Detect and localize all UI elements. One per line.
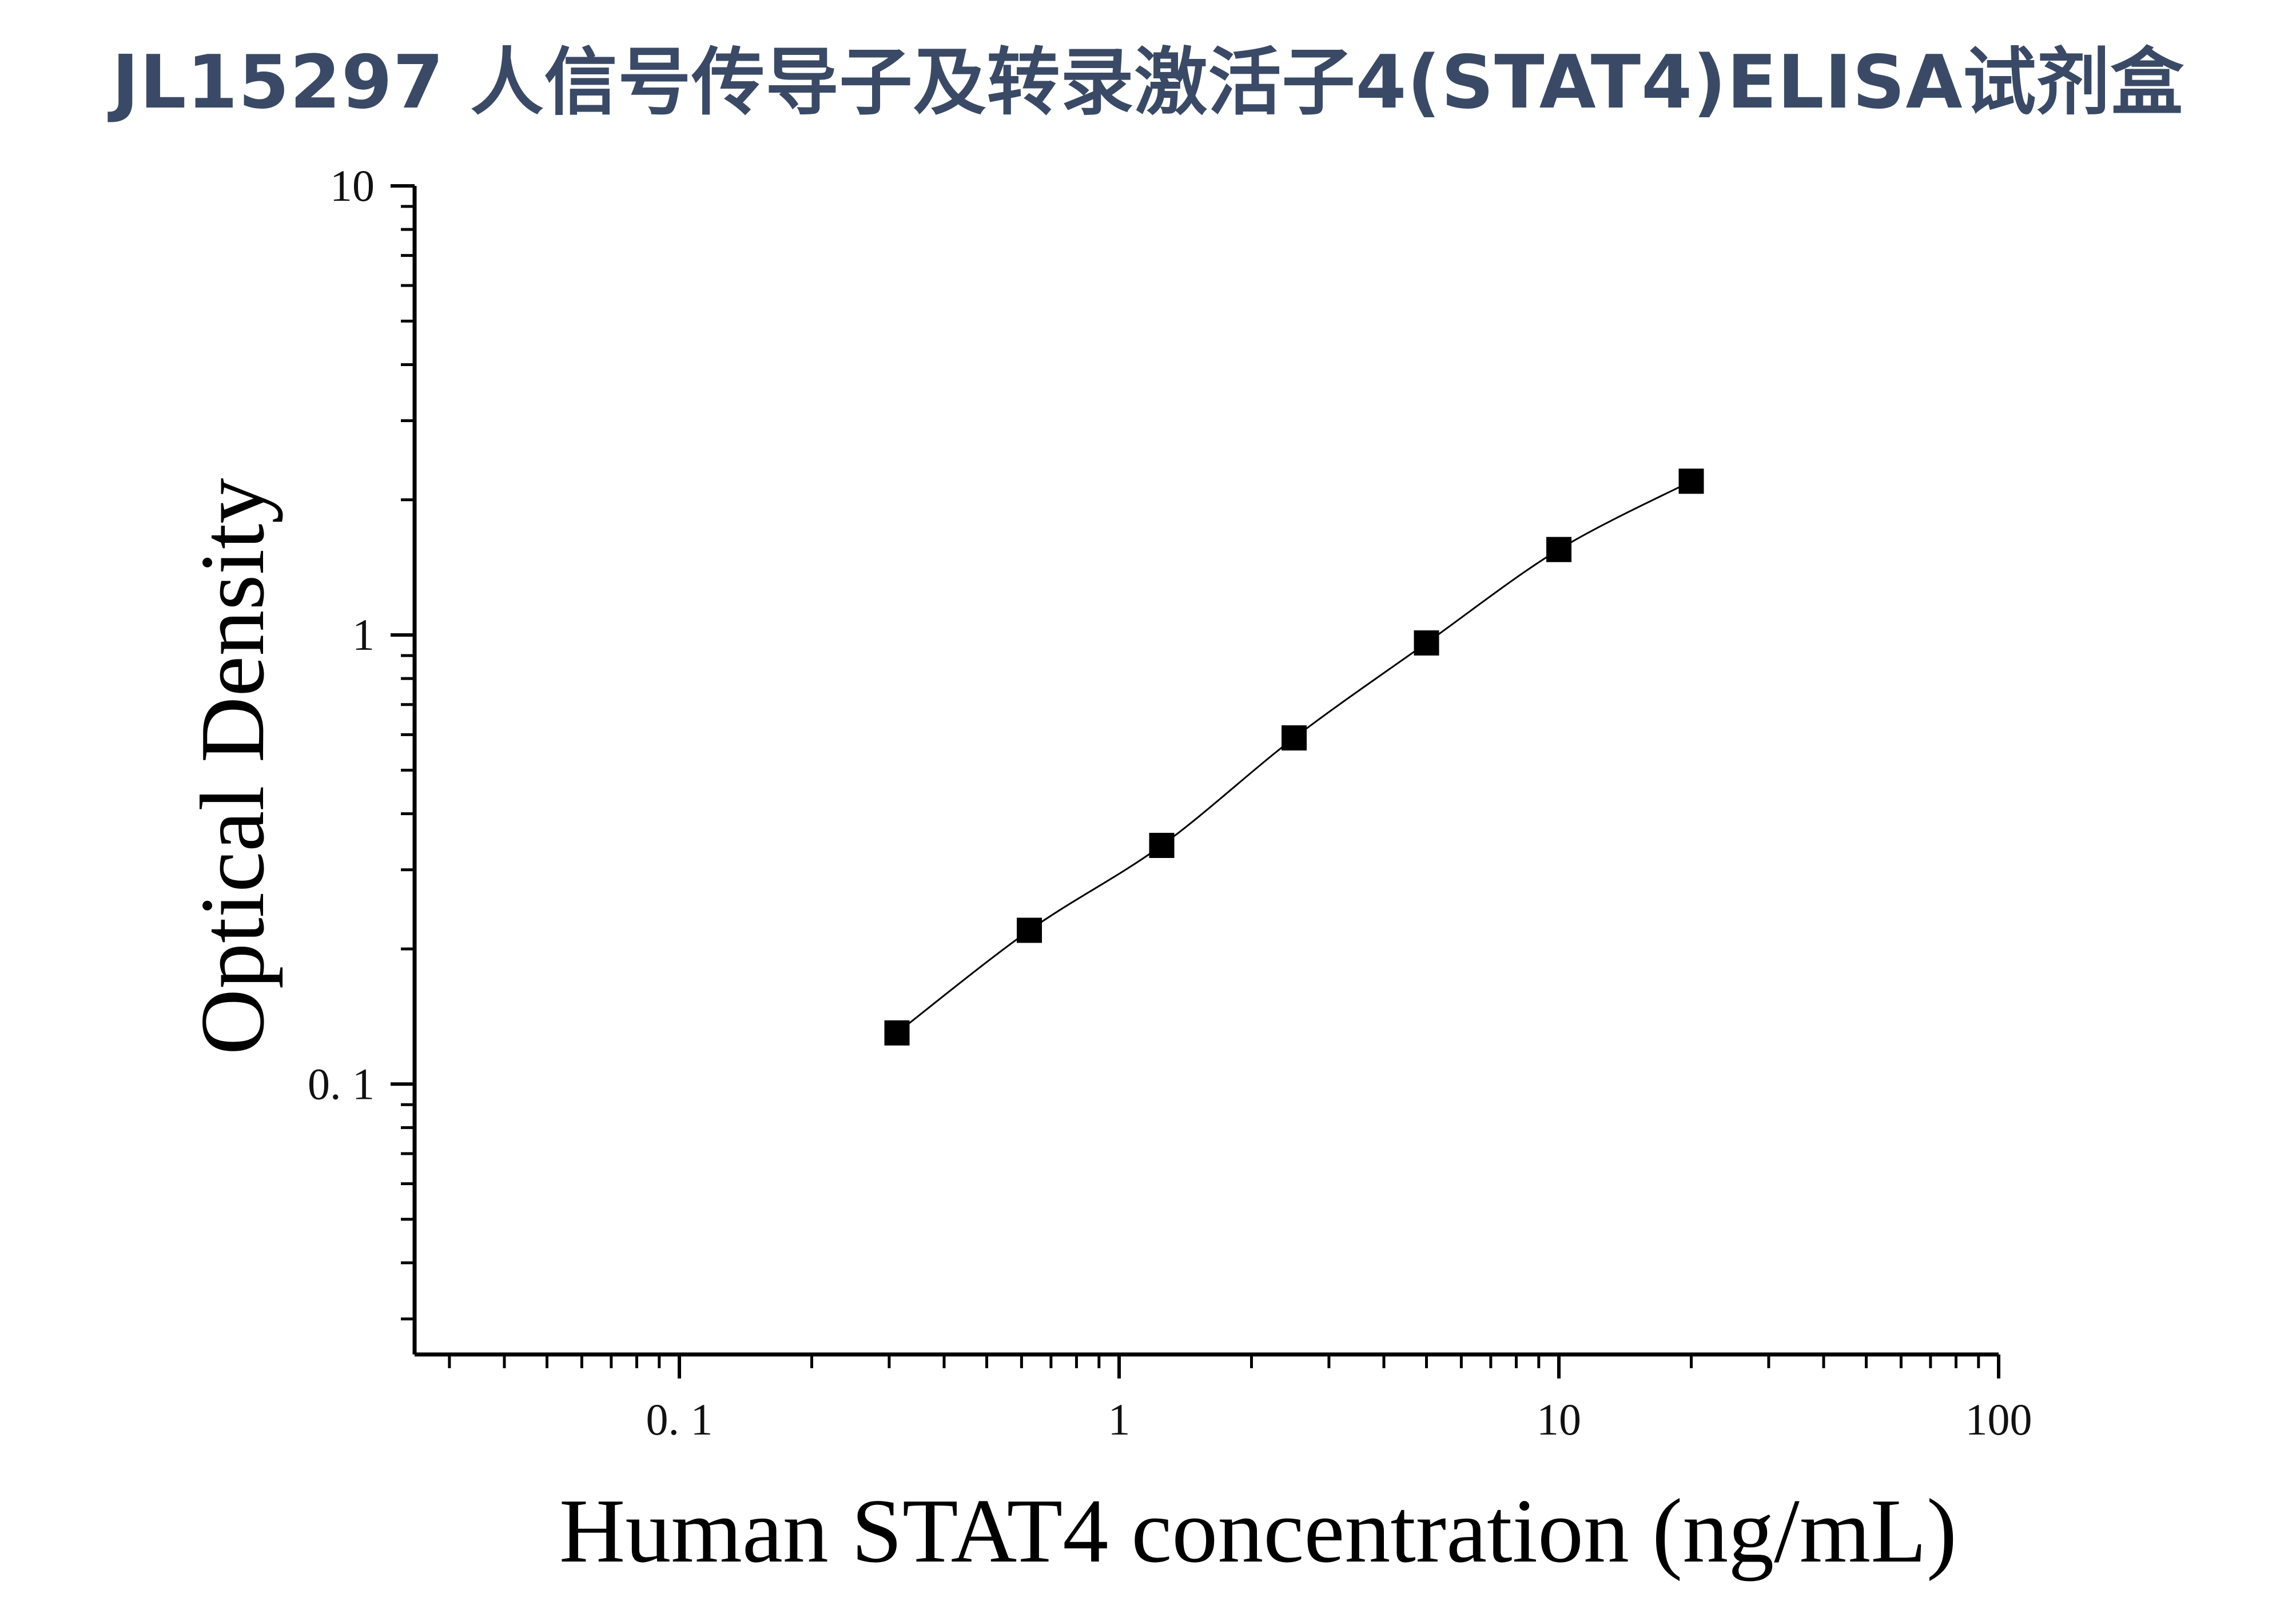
data-point-marker <box>1149 833 1175 859</box>
y-tick-label: 10 <box>330 161 375 210</box>
tick-labels: 0. 1 1 10 100 0. 1 1 10 <box>308 161 2032 1444</box>
y-tick-label: 1 <box>352 610 375 660</box>
x-axis-label: Human STAT4 concentration (ng/mL) <box>559 1480 1957 1582</box>
data-point-marker <box>1678 468 1704 494</box>
tick-marks <box>391 184 2000 1378</box>
y-axis-label: Optical Density <box>181 478 283 1055</box>
fit-curve <box>896 480 1692 1034</box>
data-point-marker <box>1414 630 1439 656</box>
x-tick-label: 0. 1 <box>646 1395 713 1444</box>
x-tick-label: 1 <box>1108 1395 1130 1444</box>
chart-title: JL15297 人信号传导子及转录激活子4(STAT4)ELISA试剂盒 <box>112 40 2184 125</box>
y-tick-label: 0. 1 <box>308 1059 375 1109</box>
x-tick-label: 100 <box>1965 1395 2032 1444</box>
axes <box>412 186 1999 1357</box>
data-point-marker <box>1546 537 1571 562</box>
data-point-marker <box>1017 917 1042 943</box>
data-markers <box>884 468 1704 1046</box>
data-point-marker <box>884 1020 910 1046</box>
x-tick-label: 10 <box>1537 1395 1581 1444</box>
data-point-marker <box>1282 725 1307 751</box>
